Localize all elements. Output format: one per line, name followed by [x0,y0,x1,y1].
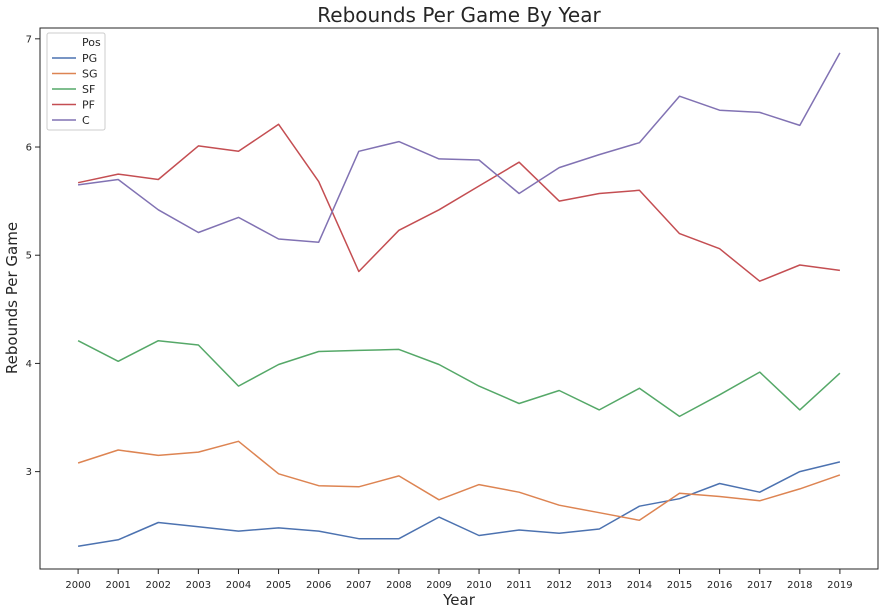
x-tick-label: 2013 [587,580,612,591]
x-tick-label: 2012 [547,580,572,591]
x-tick-label: 2015 [667,580,692,591]
series-line-pf [77,123,841,282]
legend-label-sg: SG [82,68,98,81]
x-tick-label: 2001 [105,580,130,591]
y-tick-label: 7 [26,34,32,45]
series-line-c [77,52,841,243]
x-tick-label: 2010 [466,580,491,591]
x-tick-label: 2011 [506,580,531,591]
x-tick-label: 2017 [747,580,772,591]
x-axis: 2000 2001 2002 2003 2004 2005 2006 2007 2008 2009… [65,569,853,591]
x-tick-label: 2000 [65,580,90,591]
legend-label-c: C [82,114,90,127]
chart-title: Rebounds Per Game By Year [317,3,601,27]
legend: Pos PG SG SF PF C [46,32,106,131]
x-tick-label: 2019 [827,580,852,591]
y-tick-label: 3 [26,467,32,478]
x-tick-label: 2016 [707,580,732,591]
legend-label-sf: SF [82,83,95,96]
series-line-sg [77,440,841,522]
x-tick-label: 2006 [306,580,331,591]
legend-title: Pos [82,36,101,49]
legend-label-pg: PG [82,52,97,65]
x-tick-label: 2003 [186,580,211,591]
x-tick-label: 2008 [386,580,411,591]
plot-frame [39,27,879,570]
y-tick-label: 6 [26,143,32,154]
plot-lines [77,52,841,548]
y-tick-label: 4 [26,359,32,370]
series-line-sf [77,339,841,418]
y-axis: 3 4 5 6 7 [26,34,40,478]
legend-label-pf: PF [82,99,95,112]
x-tick-label: 2014 [627,580,652,591]
x-axis-label: Year [442,591,476,609]
y-tick-label: 5 [26,251,32,262]
x-tick-label: 2018 [787,580,812,591]
x-tick-label: 2002 [146,580,171,591]
x-tick-label: 2004 [226,580,251,591]
series-line-pg [77,461,841,548]
x-tick-label: 2009 [426,580,451,591]
x-tick-label: 2007 [346,580,371,591]
x-tick-label: 2005 [266,580,291,591]
y-axis-label: Rebounds Per Game [3,222,21,374]
